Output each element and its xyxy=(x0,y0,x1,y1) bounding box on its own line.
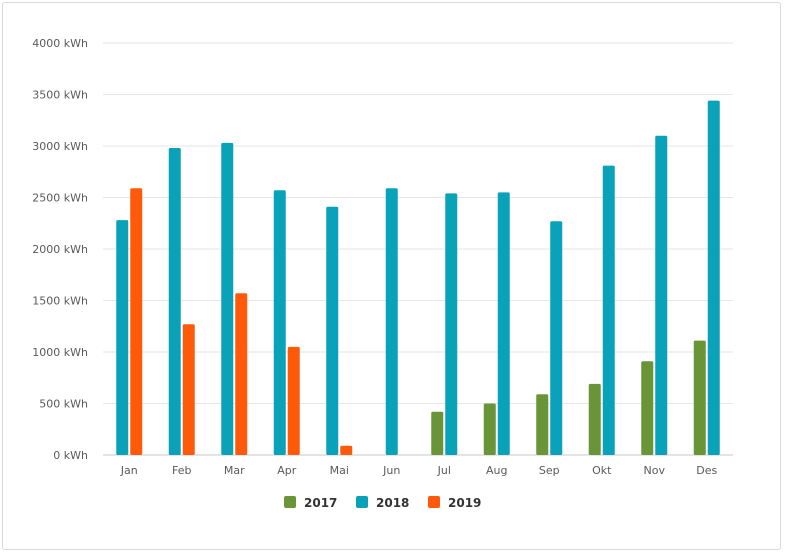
legend-label: 2018 xyxy=(376,496,409,510)
y-tick-label: 3000 kWh xyxy=(32,140,88,153)
bar-2018-apr[interactable] xyxy=(273,190,286,456)
bar-2018-mai[interactable] xyxy=(326,206,339,455)
bar-2019-feb[interactable] xyxy=(182,324,195,455)
bar-2018-jan[interactable] xyxy=(116,220,129,455)
gridlines xyxy=(103,42,733,456)
bar-2017-nov[interactable] xyxy=(641,361,654,455)
y-tick-label: 4000 kWh xyxy=(32,37,88,50)
bar-2018-jul[interactable] xyxy=(445,193,458,455)
bar-2017-okt[interactable] xyxy=(588,383,601,455)
bar-2017-sep[interactable] xyxy=(536,394,549,455)
y-tick-label: 1500 kWh xyxy=(32,295,88,308)
x-tick-label: Jan xyxy=(120,464,138,477)
legend-item-2018[interactable]: 2018 xyxy=(356,496,409,510)
legend-swatch xyxy=(428,496,440,508)
bar-2018-mar[interactable] xyxy=(221,142,234,455)
legend-item-2017[interactable]: 2017 xyxy=(284,496,337,510)
legend[interactable]: 2017 2018 2019 xyxy=(284,496,481,510)
bar-2018-feb[interactable] xyxy=(168,148,181,455)
y-tick-label: 0 kWh xyxy=(53,449,88,462)
bar-2019-jan[interactable] xyxy=(130,188,143,456)
y-tick-label: 1000 kWh xyxy=(32,346,88,359)
bar-2018-jun[interactable] xyxy=(385,188,398,456)
x-tick-label: Nov xyxy=(644,464,666,477)
y-tick-label: 2000 kWh xyxy=(32,243,88,256)
x-tick-label: Mar xyxy=(224,464,245,477)
x-tick-label: Mai xyxy=(330,464,349,477)
y-tick-label: 2500 kWh xyxy=(32,192,88,205)
bar-2017-des[interactable] xyxy=(693,340,706,455)
bar-2019-apr[interactable] xyxy=(287,346,300,455)
x-tick-label: Jul xyxy=(437,464,451,477)
bar-2017-jul[interactable] xyxy=(431,411,444,455)
legend-swatch xyxy=(356,496,368,508)
legend-label: 2019 xyxy=(448,496,481,510)
legend-item-2019[interactable]: 2019 xyxy=(428,496,481,510)
x-tick-label: Jun xyxy=(382,464,400,477)
legend-label: 2017 xyxy=(304,496,337,510)
bar-2018-des[interactable] xyxy=(707,100,720,456)
y-tick-label: 500 kWh xyxy=(39,398,88,411)
x-tick-label: Sep xyxy=(539,464,560,477)
bar-2018-sep[interactable] xyxy=(550,221,563,455)
legend-swatch xyxy=(284,496,296,508)
bar-2019-mar[interactable] xyxy=(235,293,248,455)
x-tick-label: Okt xyxy=(592,464,612,477)
bar-2018-nov[interactable] xyxy=(655,135,668,455)
y-axis-ticks: 0 kWh 500 kWh 1000 kWh 1500 kWh 2000 kWh 2500… xyxy=(32,37,88,462)
bar-2018-okt[interactable] xyxy=(602,165,615,455)
bar-2018-aug[interactable] xyxy=(497,192,510,455)
x-tick-label: Apr xyxy=(277,464,297,477)
x-tick-label: Feb xyxy=(172,464,191,477)
bar-2019-mai[interactable] xyxy=(340,445,353,455)
bars xyxy=(116,100,720,456)
x-tick-label: Aug xyxy=(486,464,507,477)
y-tick-label: 3500 kWh xyxy=(32,89,88,102)
x-axis-ticks: Jan Feb Mar Apr Mai Jun Jul Aug Sep Okt Nov Des xyxy=(120,464,718,477)
bar-2017-aug[interactable] xyxy=(483,403,496,456)
x-tick-label: Des xyxy=(696,464,717,477)
